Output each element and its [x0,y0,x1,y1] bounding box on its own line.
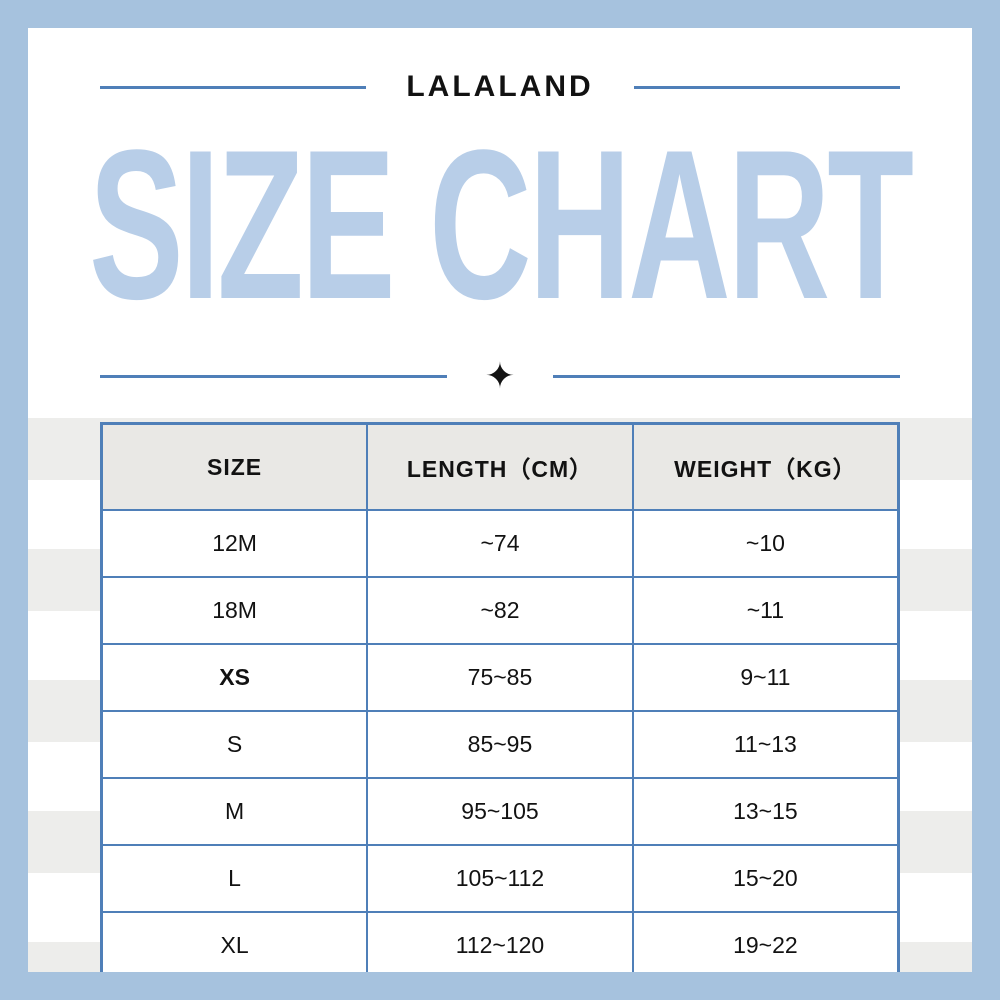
column-header-weight: WEIGHT（KG） [631,422,900,511]
divider-rule-right [553,374,901,378]
cell-weight: ~10 [631,509,900,578]
cell-length: 75~85 [366,643,634,712]
cell-length: 85~95 [366,710,634,779]
table-row: 12M ~74 ~10 [100,509,900,578]
cell-size: XS [100,643,369,712]
cell-length: 112~120 [366,911,634,972]
cell-size: S [100,710,369,779]
table-header-row: SIZE LENGTH（CM） WEIGHT（KG） [100,422,900,511]
cell-size: 18M [100,576,369,645]
cell-weight: 15~20 [631,844,900,913]
brand-title: LALALAND [406,70,594,103]
brand-rule-right [633,85,900,89]
cell-weight: 13~15 [631,777,900,846]
page-title: SIZE CHART [89,106,914,345]
divider-rule-left [100,374,447,378]
brand-header: LALALAND [28,70,972,104]
table-row: XL 112~120 19~22 [100,911,900,972]
divider: ✦ [28,358,972,394]
cell-size: L [100,844,369,913]
cell-length: ~74 [366,509,634,578]
cell-weight: 11~13 [631,710,900,779]
cell-length: ~82 [366,576,634,645]
column-header-length: LENGTH（CM） [366,422,634,511]
cell-weight: ~11 [631,576,900,645]
page-content: LALALAND SIZE CHART ✦ SIZE LENGTH（CM） WE… [28,70,972,972]
cell-size: XL [100,911,369,972]
table-row: 18M ~82 ~11 [100,576,900,645]
size-table: SIZE LENGTH（CM） WEIGHT（KG） 12M ~74 ~10 1… [100,422,900,972]
cell-length: 95~105 [366,777,634,846]
brand-rule-left [100,85,367,89]
cell-size: 12M [100,509,369,578]
cell-length: 105~112 [366,844,634,913]
column-header-size: SIZE [100,422,369,511]
star-icon: ✦ [484,355,516,396]
cell-size: M [100,777,369,846]
cell-weight: 9~11 [631,643,900,712]
title-wrapper: SIZE CHART [28,108,972,344]
cell-weight: 19~22 [631,911,900,972]
table-row: L 105~112 15~20 [100,844,900,913]
table-row: M 95~105 13~15 [100,777,900,846]
table-row: S 85~95 11~13 [100,710,900,779]
table-row: XS 75~85 9~11 [100,643,900,712]
